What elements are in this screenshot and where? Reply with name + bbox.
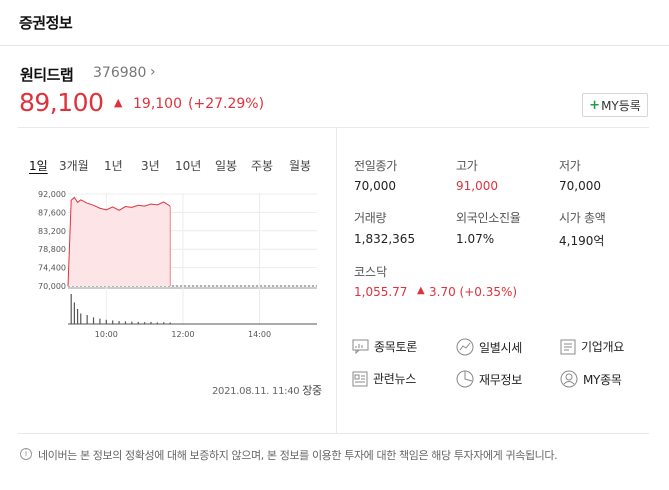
chat-icon (352, 339, 369, 354)
volume-bar (169, 322, 171, 324)
link-daily-quotes[interactable]: 일별시세 (456, 338, 522, 356)
stat-label-high: 고가 (456, 159, 478, 173)
index-value: 1,055.77 (354, 285, 408, 299)
volume-bar (156, 322, 158, 324)
chart-timestamp: 2021.08.11. 11:40 장중 (212, 382, 322, 398)
stat-value-volume: 1,832,365 (354, 232, 416, 246)
pie-icon (456, 370, 474, 388)
volume-bar (86, 315, 88, 324)
stock-code[interactable]: 376980 (93, 65, 147, 81)
period-tab-1d[interactable]: 1일 (29, 159, 48, 173)
period-tab-1y[interactable]: 1년 (104, 159, 123, 173)
volume-bar (144, 322, 146, 324)
volume-bar (118, 321, 120, 324)
volume-bar (70, 294, 72, 324)
news-icon (352, 371, 368, 386)
stat-label-low: 저가 (559, 159, 581, 173)
volume-bar (137, 321, 139, 324)
period-tab-weekly[interactable]: 주봉 (251, 159, 274, 173)
intraday-chart: 92,000 87,600 83,200 78,800 74,400 70,000 10:… (38, 190, 317, 339)
change-amount: 19,100 (133, 96, 182, 112)
period-tab-3y[interactable]: 3년 (141, 159, 160, 173)
link-label: 기업개요 (581, 340, 624, 354)
y-tick-label: 92,000 (38, 190, 66, 199)
section-title: 증권정보 (19, 14, 73, 32)
period-tab-10y[interactable]: 10년 (175, 159, 202, 173)
y-tick-label: 70,000 (38, 282, 66, 291)
index-change: 3.70 (+0.35%) (429, 285, 518, 299)
timestamp-datetime: 2021.08.11. 11:40 (212, 386, 300, 397)
x-tick-label: 14:00 (248, 330, 271, 339)
current-price: 89,100 (19, 88, 104, 117)
document-icon (560, 339, 576, 354)
x-tick-label: 12:00 (171, 330, 194, 339)
divider-vertical (336, 128, 337, 433)
trend-icon (456, 338, 474, 356)
divider (18, 127, 649, 128)
link-financial-info[interactable]: 재무정보 (456, 370, 522, 388)
stat-value-high: 91,000 (456, 179, 498, 193)
link-my-stocks[interactable]: MY종목 (560, 370, 622, 388)
stock-name-link[interactable]: 원티드랩 (20, 66, 74, 84)
stat-label-foreign-ratio: 외국인소진율 (456, 211, 521, 225)
info-icon: i (20, 448, 32, 460)
volume-bar (112, 320, 114, 324)
link-company-overview[interactable]: 기업개요 (560, 338, 624, 355)
link-stock-discussion[interactable]: 종목토론 (352, 338, 417, 355)
volume-bar (131, 321, 133, 324)
chevron-right-icon[interactable]: › (150, 64, 156, 80)
up-arrow-icon: ▲ (114, 96, 123, 109)
volume-bar (99, 318, 101, 324)
user-icon (560, 370, 578, 388)
stat-value-low: 70,000 (559, 179, 601, 193)
stat-value-market-cap: 4,190억 (559, 234, 605, 248)
link-label: 관련뉴스 (373, 372, 416, 386)
volume-bar (92, 317, 95, 324)
link-related-news[interactable]: 관련뉴스 (352, 370, 416, 387)
header-bar: 증권정보 (0, 0, 669, 46)
period-tab-daily[interactable]: 일봉 (215, 159, 238, 173)
y-tick-label: 78,800 (38, 245, 66, 254)
link-label: MY종목 (583, 372, 622, 387)
x-axis-ticks: 10:00 12:00 14:00 (95, 330, 271, 339)
price-area-fill (68, 197, 171, 286)
y-tick-label: 74,400 (38, 264, 66, 273)
stat-value-foreign-ratio: 1.07% (456, 232, 495, 246)
volume-bar (80, 313, 82, 324)
stat-label-volume: 거래량 (354, 211, 387, 225)
y-axis-ticks: 92,000 87,600 83,200 78,800 74,400 70,000 (38, 190, 66, 291)
link-label: 재무정보 (479, 372, 522, 387)
divider (18, 433, 649, 434)
plus-icon: + (589, 97, 601, 113)
period-tab-3m[interactable]: 3개월 (59, 159, 89, 173)
disclaimer-text: 네이버는 본 정보의 정확성에 대해 보증하지 않으며, 본 정보를 이용한 투… (38, 449, 558, 462)
volume-bar (76, 309, 79, 324)
price-area (67, 196, 171, 287)
index-label: 코스닥 (354, 265, 388, 279)
volume-bars (70, 294, 171, 324)
volume-bar (124, 321, 127, 324)
price-line (67, 196, 171, 287)
my-register-button[interactable]: + MY등록 (582, 93, 648, 117)
volume-bar (163, 322, 165, 324)
volume-bar (105, 319, 107, 324)
stat-label-prev-close: 전일종가 (354, 159, 397, 173)
index-up-arrow-icon: ▲ (417, 285, 425, 296)
y-tick-label: 83,200 (38, 227, 66, 236)
change-percent: (+27.29%) (188, 96, 265, 112)
volume-bar (150, 321, 152, 324)
link-label: 일별시세 (479, 340, 522, 355)
period-tab-monthly[interactable]: 월봉 (289, 159, 312, 173)
link-label: 종목토론 (374, 340, 417, 354)
x-tick-label: 10:00 (95, 330, 118, 339)
volume-bar (73, 302, 75, 324)
stat-value-prev-close: 70,000 (354, 179, 396, 193)
market-status: 장중 (302, 384, 322, 397)
y-tick-label: 87,600 (38, 208, 66, 217)
my-register-label: MY등록 (601, 98, 641, 113)
stat-label-market-cap: 시가 총액 (559, 211, 606, 225)
